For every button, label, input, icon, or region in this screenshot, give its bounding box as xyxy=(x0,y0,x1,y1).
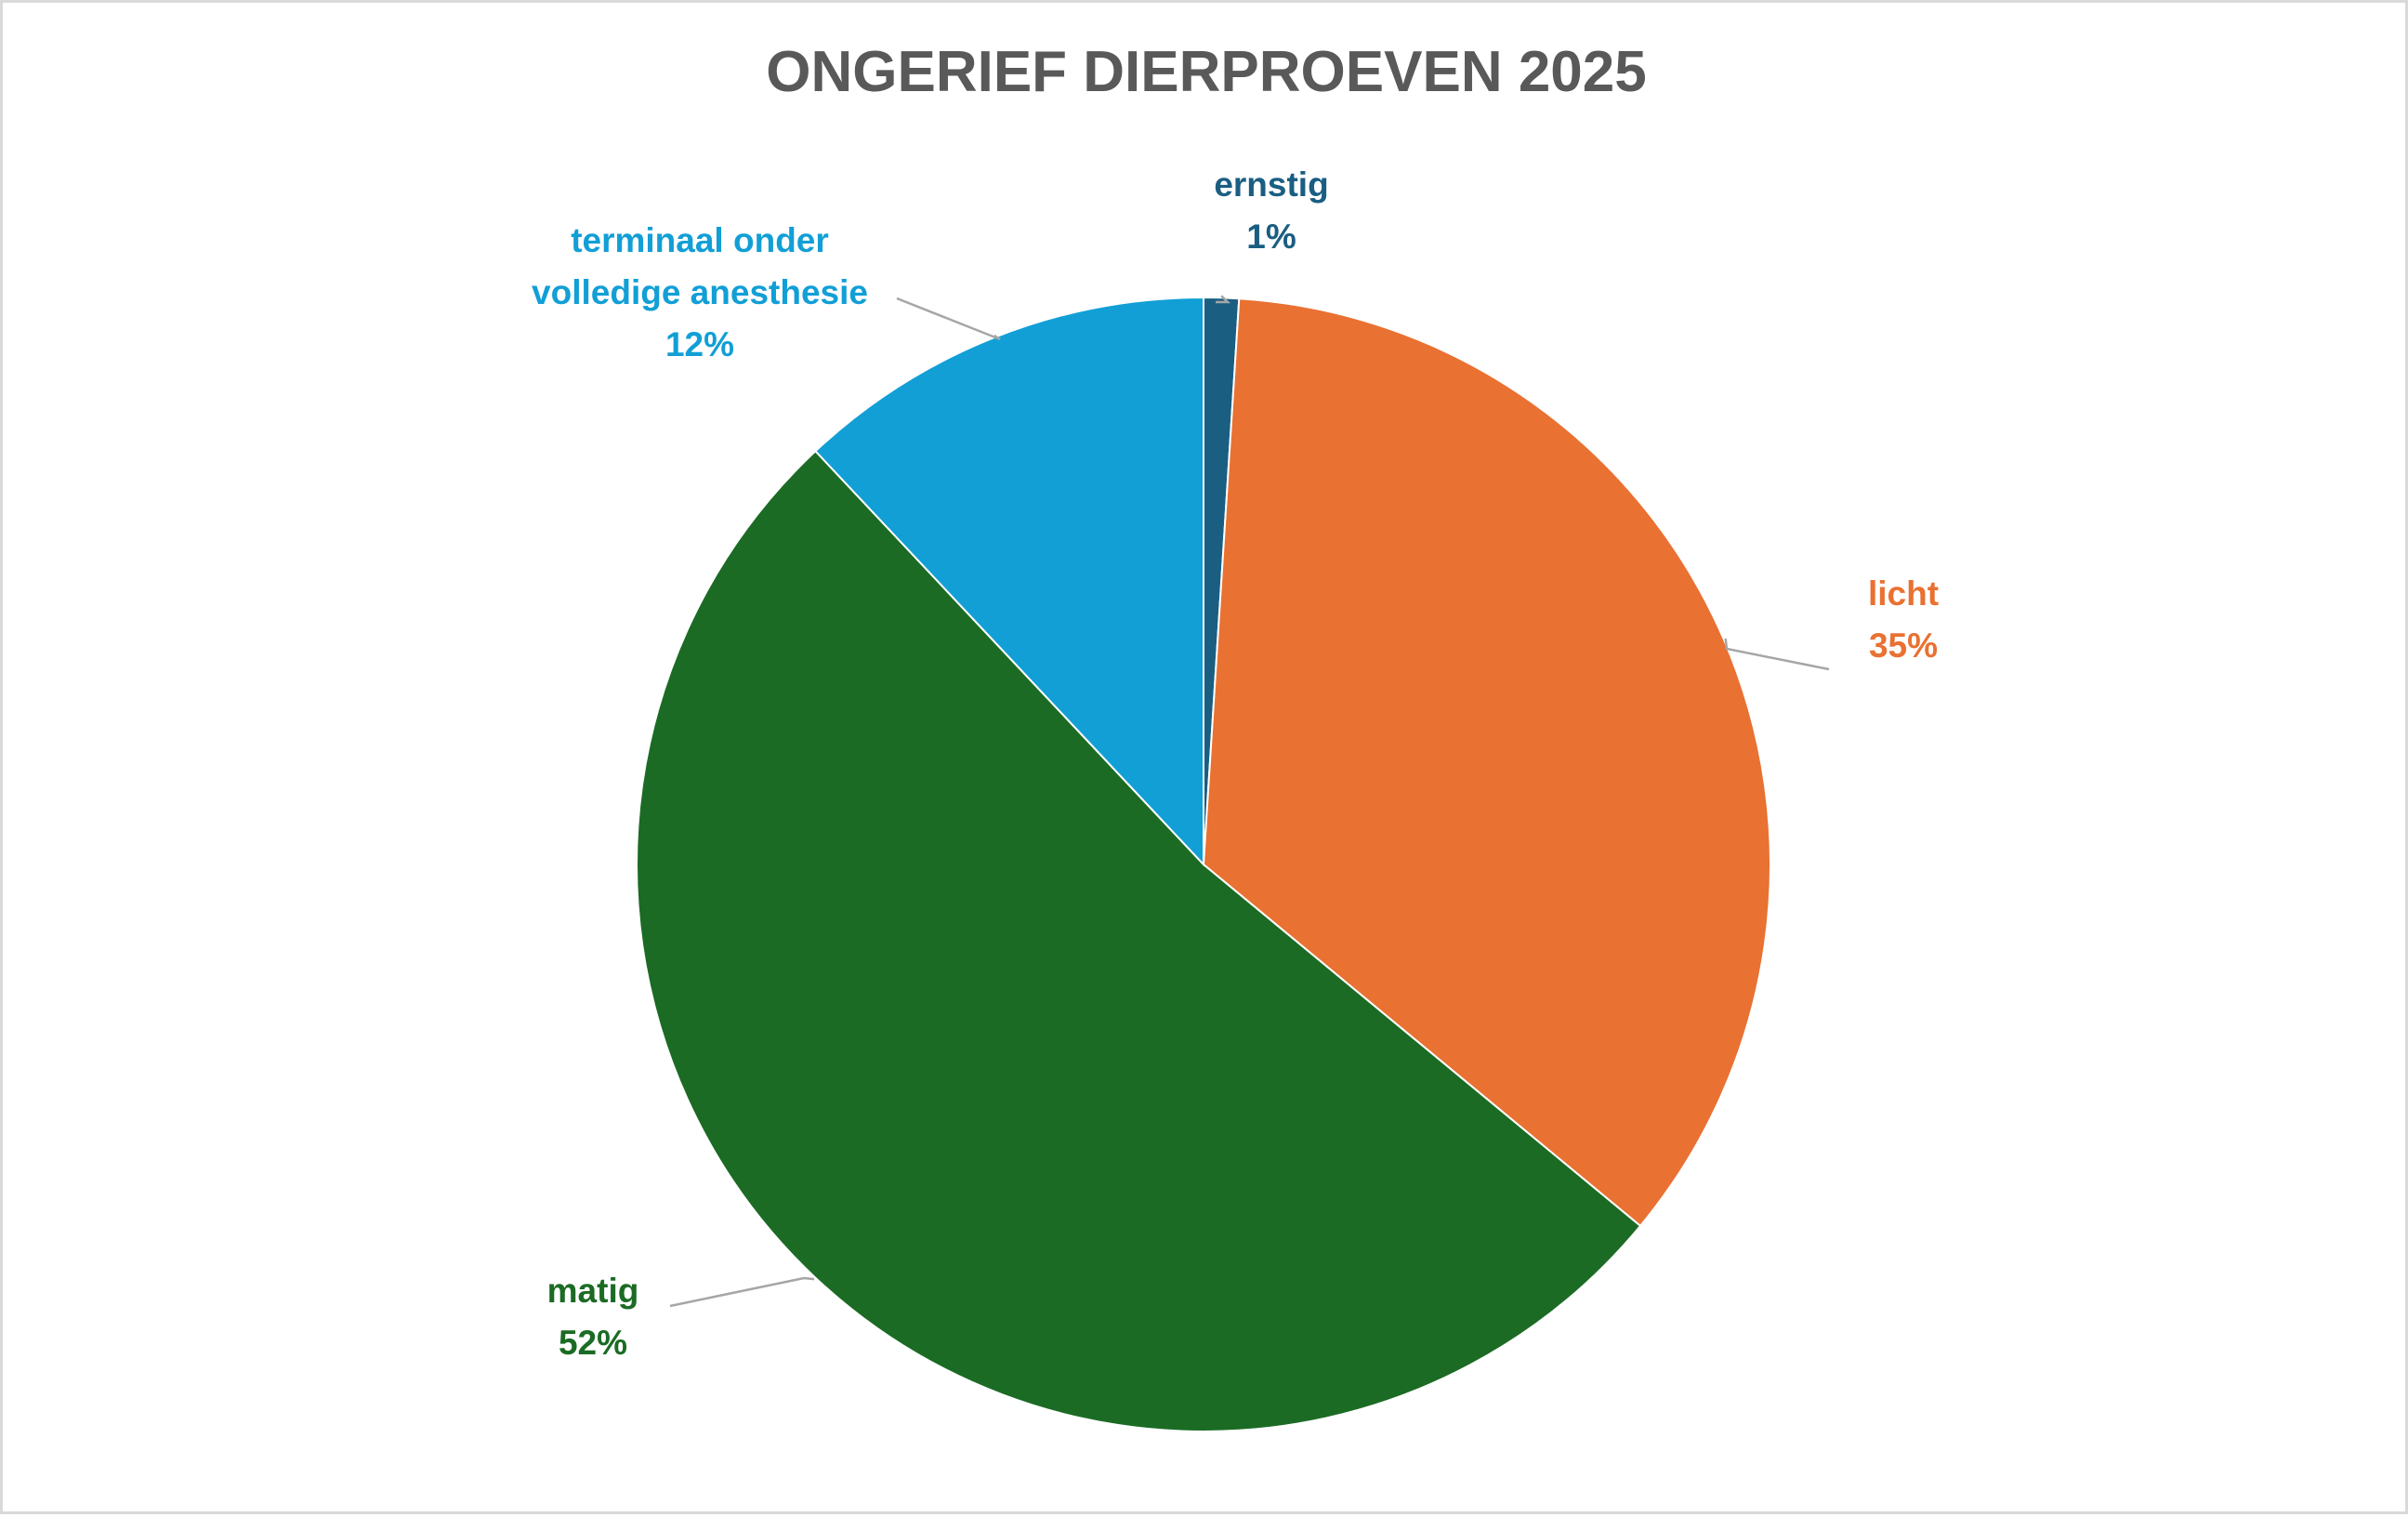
data-label-licht: licht 35% xyxy=(1868,574,1939,665)
data-label-terminaal-onder-volledige-anesthesie: terminaal onder volledige anesthesie 12% xyxy=(532,221,868,363)
data-label-category: ernstig xyxy=(1214,165,1328,204)
labels-layer: ernstig 1% licht 35% matig 52% terminaal onder… xyxy=(532,165,1939,1362)
pie-slice-matig xyxy=(636,449,1642,1433)
data-label-matig: matig 52% xyxy=(547,1272,639,1362)
data-label-value: 35% xyxy=(1869,627,1938,665)
leader-line-terminaal-onder-volledige-anesthesie xyxy=(896,297,1001,341)
leader-lines-layer xyxy=(669,295,1830,1308)
pie-chart: ONGERIEF DIERPROEVEN 2025 ernstig 1% licht… xyxy=(532,40,1939,1433)
data-label-value: 12% xyxy=(665,325,734,363)
leader-line-ernstig xyxy=(1216,295,1231,304)
data-label-category: matig xyxy=(547,1272,639,1310)
data-label-ernstig: ernstig 1% xyxy=(1214,165,1328,256)
data-label-category: volledige anesthesie xyxy=(532,273,868,311)
leader-line-matig xyxy=(669,1276,815,1308)
pie-slice-licht xyxy=(1202,297,1771,1228)
data-label-category: terminaal onder xyxy=(571,221,829,259)
leader-line-licht xyxy=(1724,638,1830,671)
data-label-value: 1% xyxy=(1246,218,1296,256)
data-label-value: 52% xyxy=(559,1324,627,1362)
data-label-category: licht xyxy=(1868,574,1939,613)
slices-layer xyxy=(636,296,1771,1433)
chart-title: ONGERIEF DIERPROEVEN 2025 xyxy=(766,40,1647,104)
